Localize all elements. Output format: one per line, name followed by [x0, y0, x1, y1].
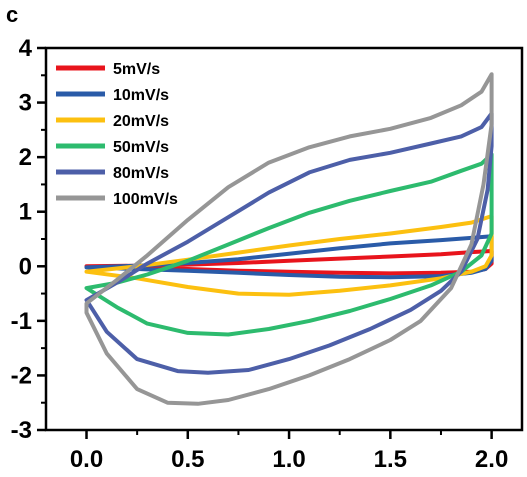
series-layer — [84, 72, 494, 406]
legend-label-3: 50mV/s — [113, 139, 169, 156]
x-tick-label-1: 0.5 — [171, 446, 204, 473]
x-tick-label-3: 1.5 — [374, 446, 407, 473]
legend-label-4: 80mV/s — [113, 165, 169, 182]
series-line-1 — [84, 234, 494, 280]
x-tick-label-0: 0.0 — [70, 446, 103, 473]
series-line-3 — [84, 152, 494, 337]
y-tick-label-3: 0 — [19, 253, 32, 280]
series-line-2 — [84, 214, 494, 297]
y-tick-label-1: -2 — [11, 362, 32, 389]
legend-label-2: 20mV/s — [113, 113, 169, 130]
y-tick-label-0: -3 — [11, 417, 32, 444]
x-tick-label-2: 1.0 — [272, 446, 305, 473]
y-tick-label-2: -1 — [11, 308, 32, 335]
series-line-5 — [84, 72, 494, 406]
legend-label-1: 10mV/s — [113, 87, 169, 104]
series-line-4 — [84, 111, 494, 375]
x-tick-label-4: 2.0 — [475, 446, 508, 473]
y-tick-label-6: 3 — [19, 90, 32, 117]
panel-label: c — [6, 2, 19, 27]
y-tick-label-4: 1 — [19, 199, 32, 226]
legend-label-0: 5mV/s — [113, 61, 160, 78]
y-tick-label-7: 4 — [19, 35, 33, 62]
y-tick-label-5: 2 — [19, 144, 32, 171]
legend-label-5: 100mV/s — [113, 191, 178, 208]
legend: 5mV/s 10mV/s 20mV/s 50mV/s 80mV/s 100mV/s — [56, 61, 178, 208]
axis-layer: 0.0 0.5 1.0 1.5 2.0 -3 -2 -1 0 1 2 3 4 — [11, 35, 509, 473]
